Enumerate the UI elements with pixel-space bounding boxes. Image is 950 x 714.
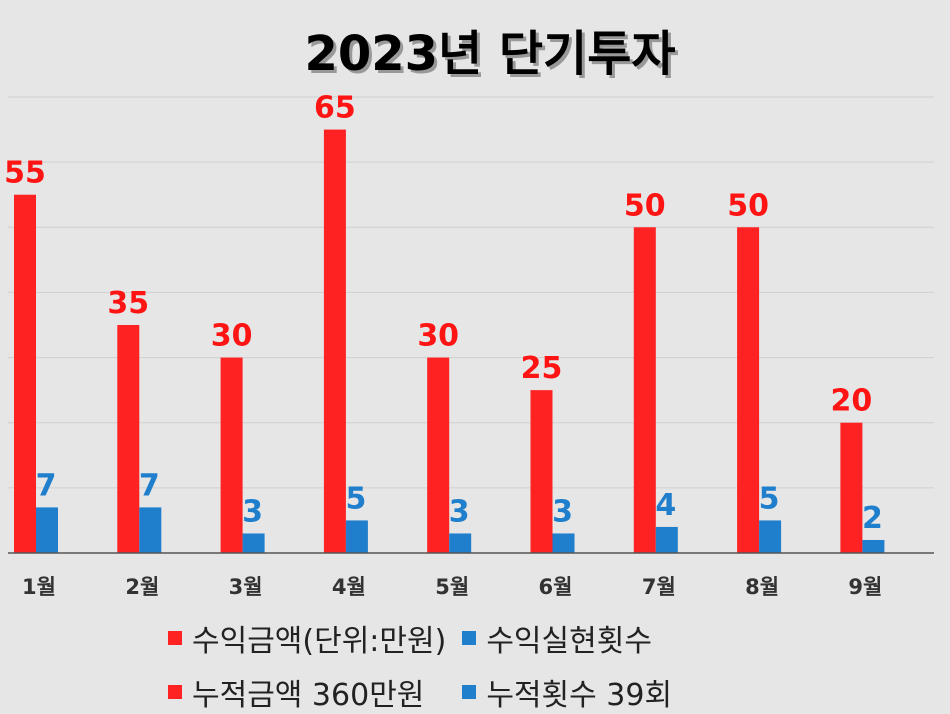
legend-item: 누적횟수 39회 <box>462 670 672 714</box>
chart-title-shadow: 2023년 단기투자 <box>307 29 678 85</box>
bar-count <box>345 520 368 553</box>
bar-revenue <box>737 227 760 554</box>
data-label-count: 2 <box>862 501 883 536</box>
data-label-count: 3 <box>449 494 470 529</box>
data-label-count: 7 <box>139 468 160 503</box>
data-label-revenue: 30 <box>417 319 459 354</box>
legend-swatch <box>168 631 182 645</box>
x-tick-label: 9월 <box>848 575 882 599</box>
data-label-revenue: 65 <box>314 91 356 126</box>
bar-count <box>552 533 575 553</box>
data-label-revenue: 20 <box>831 384 873 419</box>
data-label-count: 7 <box>36 468 57 503</box>
bar-count <box>36 507 58 553</box>
data-label-revenue: 35 <box>107 286 149 321</box>
bar-count <box>862 539 885 553</box>
legend-label: 누적횟수 39회 <box>486 678 673 713</box>
x-tick-label: 5월 <box>435 575 469 599</box>
bar-revenue <box>220 357 243 553</box>
bar-revenue <box>840 422 863 553</box>
bar-revenue <box>530 390 553 553</box>
bar-count <box>242 533 265 553</box>
bar-count <box>139 507 162 553</box>
data-label-count: 3 <box>242 494 263 529</box>
chart-title: 2023년 단기투자 <box>304 26 675 82</box>
legend-swatch <box>168 685 182 699</box>
legend-label: 수익금액(단위:만원) <box>192 624 447 659</box>
x-tick-label: 7월 <box>642 575 676 599</box>
bar-revenue <box>633 227 656 554</box>
legend-item: 수익금액(단위:만원) <box>168 616 446 660</box>
data-label-revenue: 50 <box>624 188 666 223</box>
data-label-revenue: 55 <box>4 156 46 191</box>
legend-swatch <box>462 631 477 645</box>
bar-revenue <box>117 325 140 553</box>
legend-item: 누적금액 360만원 <box>168 670 446 714</box>
bar-revenue <box>14 194 36 553</box>
legend-item: 수익실현횟수 <box>462 616 672 660</box>
data-label-count: 5 <box>759 481 780 516</box>
x-tick-label: 8월 <box>745 575 779 599</box>
x-tick-label: 6월 <box>539 575 573 599</box>
legend-label: 수익실현횟수 <box>486 624 652 659</box>
bar-count <box>759 520 782 553</box>
data-label-revenue: 30 <box>211 319 253 354</box>
data-label-count: 4 <box>655 488 676 523</box>
data-label-revenue: 25 <box>521 351 563 386</box>
x-tick-label: 4월 <box>332 575 366 599</box>
bar-revenue <box>323 129 346 554</box>
x-tick-label: 3월 <box>229 575 263 599</box>
bar-count <box>655 526 678 553</box>
legend-label: 누적금액 360만원 <box>192 678 425 713</box>
x-tick-label: 2월 <box>125 575 159 599</box>
x-tick-label: 1월 <box>22 575 56 599</box>
bar-count <box>449 533 472 553</box>
data-label-count: 3 <box>552 494 573 529</box>
data-label-count: 5 <box>345 481 366 516</box>
bar-revenue <box>427 357 450 553</box>
data-label-revenue: 50 <box>727 188 769 223</box>
legend-swatch <box>462 685 477 699</box>
